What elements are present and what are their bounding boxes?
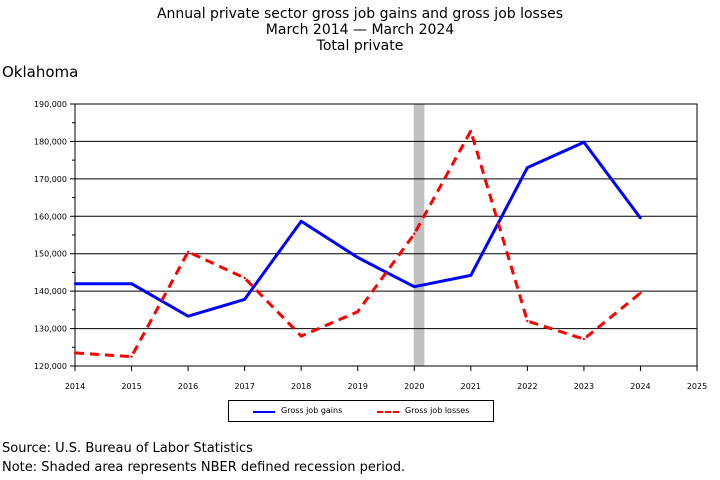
data-point [243,298,246,301]
x-tick-label: 2017 [234,382,254,391]
data-point [130,282,133,285]
x-tick-label: 2020 [404,382,424,391]
x-tick-label: 2024 [630,382,650,391]
data-point [73,351,77,355]
recession-shade-layer [413,104,425,366]
x-tick-label: 2019 [348,382,368,391]
x-tick-label: 2025 [687,382,707,391]
x-tick-label: 2016 [178,382,198,391]
legend-swatch-gains [253,411,275,413]
data-point [639,291,642,295]
data-point [186,315,190,318]
legend-swatch-losses [377,411,399,413]
data-point [639,216,642,220]
line-chart: 120,000 130,000 140,000 150,000 160,000 170,0… [34,100,707,391]
chart-date-range: March 2014 — March 2024 [265,22,455,38]
y-tick-label: 120,000 [34,362,67,371]
data-point [73,282,77,285]
data-point [413,232,416,236]
data-point [582,140,586,144]
data-point [413,285,416,288]
data-point [186,250,190,254]
x-tick-label: 2015 [121,382,141,391]
plot-frame [74,103,698,367]
y-tick-label: 130,000 [34,325,67,334]
chart-title: Annual private sector gross job gains an… [156,6,564,22]
y-tick-label: 140,000 [34,287,67,296]
y-tick-label: 150,000 [34,250,67,259]
data-point [356,310,359,313]
x-tick-label: 2018 [291,382,311,391]
axis-layer: 120,000 130,000 140,000 150,000 160,000 170,0… [34,100,707,391]
data-point [469,274,473,277]
data-point [130,355,133,358]
legend-label-losses: Gross job losses [405,406,470,415]
recession-shade [413,104,425,366]
data-point [526,166,529,169]
data-point [526,319,529,323]
recession-note: Note: Shaded area represents NBER define… [2,460,406,475]
data-point [469,129,473,133]
grid-layer [75,103,697,367]
x-tick-label: 2014 [65,382,85,391]
x-tick-label: 2023 [574,382,594,391]
data-point [299,334,303,338]
data-point [356,256,359,259]
y-tick-label: 160,000 [34,212,67,221]
legend-label-gains: Gross job gains [281,406,343,415]
source-note: Source: U.S. Bureau of Labor Statistics [2,441,253,456]
y-tick-label: 170,000 [34,175,67,184]
series-line-gains [75,140,642,318]
region-label: Oklahoma [2,63,79,81]
x-tick-label: 2022 [517,382,537,391]
series-line-losses [74,129,642,359]
chart-subtitle: Total private [316,38,404,54]
data-point [582,337,586,341]
data-point [243,276,246,280]
y-tick-label: 190,000 [34,100,67,109]
series-layer [73,129,642,359]
chart-legend: Gross job gains Gross job losses [228,400,494,422]
data-point [299,219,303,223]
x-tick-label: 2021 [461,382,481,391]
y-tick-label: 180,000 [34,137,67,146]
